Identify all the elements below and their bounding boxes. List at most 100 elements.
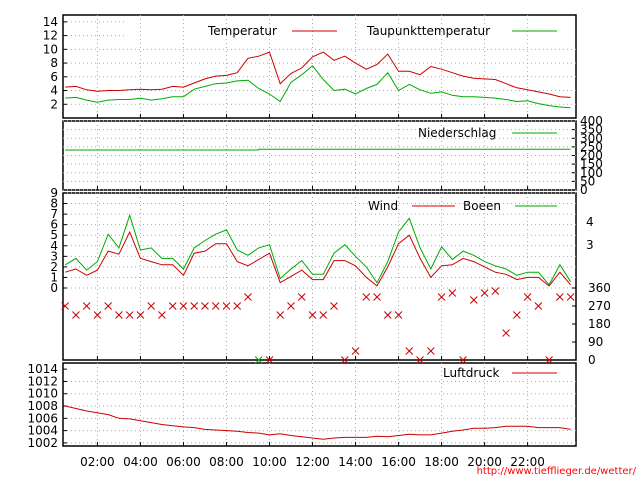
- wind-direction-marker: [115, 311, 123, 319]
- y-tick-label: 90: [588, 335, 603, 349]
- wind-direction-marker: [276, 311, 285, 319]
- wind-direction-point: [179, 302, 188, 310]
- x-tick-label: 04:00: [123, 455, 158, 469]
- wind-direction-point: [330, 302, 338, 310]
- wind-direction-marker: [158, 311, 166, 319]
- wind-direction-point: [459, 356, 467, 364]
- wind-direction-marker: [265, 356, 274, 364]
- wind-direction-marker: [287, 302, 295, 310]
- series-line-boeen: [64, 213, 572, 286]
- x-tick-label: 22:00: [510, 455, 545, 469]
- wind-direction-marker: [201, 302, 209, 310]
- panel-frame-0: [62, 14, 577, 119]
- wind-direction-point: [566, 293, 575, 301]
- x-tick-label: 12:00: [295, 455, 330, 469]
- wind-direction-point: [190, 302, 199, 310]
- wind-direction-marker: [82, 302, 91, 310]
- wind-direction-marker: [61, 302, 70, 310]
- x-tick-label: 20:00: [467, 455, 502, 469]
- series-line-luftdruck: [65, 405, 571, 440]
- series-line-wind: [65, 230, 571, 287]
- wind-direction-point: [373, 293, 381, 301]
- footer-url: http://www.tiefflieger.de/wetter/: [477, 466, 637, 477]
- series-line-taupunkttemperatur: [65, 65, 571, 109]
- wind-direction-marker: [297, 293, 306, 301]
- y-tick-label: 3: [50, 249, 58, 263]
- wind-direction-point: [254, 356, 263, 364]
- y-tick-label: 10: [43, 42, 58, 56]
- wind-direction-point: [125, 311, 134, 319]
- y-tick-label: 12: [43, 29, 58, 43]
- wind-direction-point: [297, 293, 306, 301]
- wind-direction-marker: [502, 329, 510, 337]
- wind-direction-point: [287, 302, 295, 310]
- x-tick-label: 02:00: [80, 455, 115, 469]
- legend-gust-label: Boeen: [463, 199, 501, 213]
- wind-direction-marker: [491, 287, 500, 295]
- y-tick-label: 1012: [27, 374, 58, 388]
- y-tick-label: 1014: [27, 362, 58, 376]
- y-tick-label: 1010: [27, 387, 58, 401]
- wind-direction-point: [201, 302, 209, 310]
- wind-direction-marker: [351, 347, 360, 355]
- y-tick-label: 1006: [27, 411, 58, 425]
- y-tick-label: 1: [50, 270, 58, 284]
- x-tick-label: 14:00: [338, 455, 373, 469]
- wind-direction-point: [147, 302, 156, 310]
- y-tick-label: 6: [50, 218, 58, 232]
- y-tick-label: 400: [580, 114, 603, 128]
- y-tick-label: 4: [586, 215, 594, 229]
- wind-direction-point: [104, 302, 113, 310]
- legend-precipitation-label: Niederschlag: [418, 126, 496, 140]
- wind-direction-marker: [416, 356, 424, 364]
- wind-direction-marker: [340, 356, 349, 364]
- x-tick-label: 18:00: [424, 455, 459, 469]
- wind-direction-point: [158, 311, 166, 319]
- wind-direction-point: [265, 356, 274, 364]
- wind-direction-point: [512, 311, 521, 319]
- y-tick-label: 7: [50, 207, 58, 221]
- wind-direction-marker: [244, 293, 252, 301]
- y-tick-label: 2: [50, 260, 58, 274]
- wind-direction-marker: [233, 302, 242, 310]
- wind-direction-marker: [136, 311, 145, 319]
- wind-direction-point: [340, 356, 349, 364]
- wind-direction-point: [319, 311, 328, 319]
- wind-direction-marker: [190, 302, 199, 310]
- legend-dewpoint-label: Taupunkttemperatur: [366, 24, 490, 38]
- wind-direction-point: [394, 311, 403, 319]
- wind-direction-marker: [319, 311, 328, 319]
- chart-marks: [61, 51, 575, 440]
- wind-direction-point: [61, 302, 70, 310]
- wind-direction-marker: [480, 289, 489, 297]
- wind-direction-point: [72, 311, 80, 319]
- y-tick-label: 9: [50, 186, 58, 200]
- wind-direction-marker: [383, 311, 392, 319]
- wind-direction-marker: [254, 356, 263, 364]
- panel-frame-2: [62, 192, 577, 361]
- wind-direction-marker: [426, 347, 435, 355]
- wind-direction-point: [351, 347, 360, 355]
- wind-direction-point: [276, 311, 285, 319]
- wind-direction-point: [545, 356, 553, 364]
- legend-wind-label: Wind: [368, 199, 398, 213]
- y-tick-label: 150: [580, 157, 603, 171]
- wind-direction-marker: [566, 293, 575, 301]
- y-tick-label: 180: [588, 317, 611, 331]
- y-tick-label: 200: [580, 149, 603, 163]
- wind-direction-marker: [211, 302, 220, 310]
- x-tick-label: 10:00: [252, 455, 287, 469]
- wind-direction-point: [93, 311, 102, 319]
- series-line-temperatur: [65, 51, 571, 98]
- y-tick-label: 0: [588, 353, 596, 367]
- wind-direction-marker: [104, 302, 113, 310]
- wind-direction-marker: [394, 311, 403, 319]
- wind-direction-point: [136, 311, 145, 319]
- y-tick-label: 2: [50, 97, 58, 111]
- wind-direction-marker: [459, 356, 467, 364]
- grid-lines: [63, 15, 576, 446]
- wind-direction-point: [82, 302, 91, 310]
- y-tick-label: 8: [50, 56, 58, 70]
- wind-direction-point: [469, 296, 478, 304]
